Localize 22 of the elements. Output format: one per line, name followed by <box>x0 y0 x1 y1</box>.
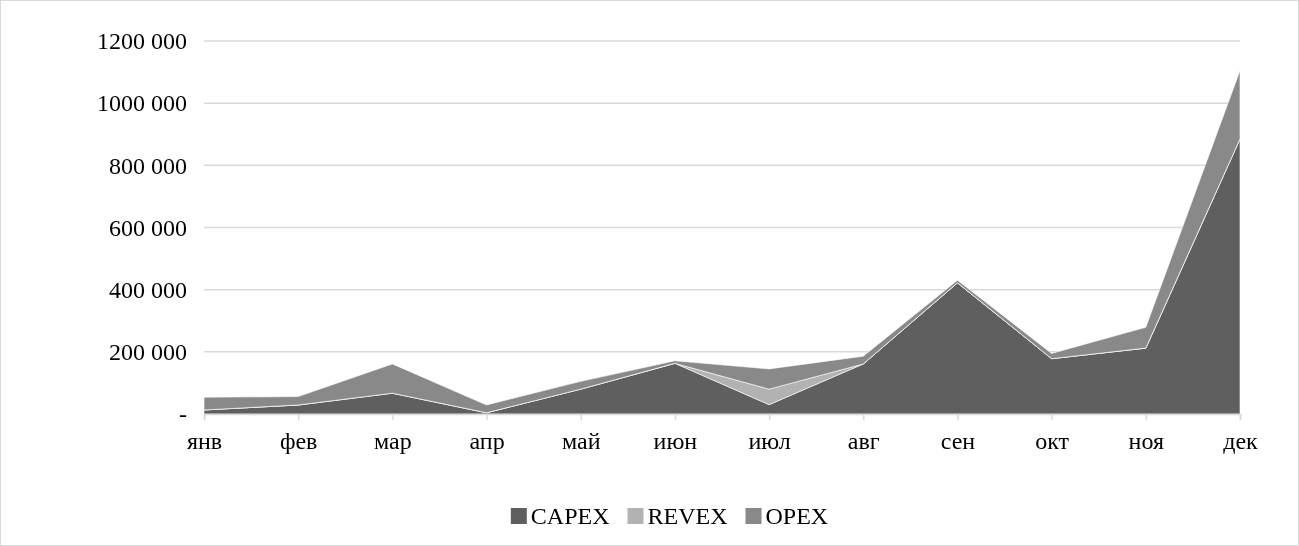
x-tick-label: янв <box>186 428 223 455</box>
x-tick-label: апр <box>469 428 505 455</box>
legend-label: CAPEX <box>530 503 610 529</box>
x-tick-label: авг <box>847 428 880 455</box>
x-tick-label: фев <box>279 428 318 455</box>
legend-label: OPEX <box>765 503 829 529</box>
x-tick-label: июн <box>653 428 698 455</box>
y-tick-label: 1200 000 <box>97 28 187 55</box>
x-tick-label: дек <box>1223 428 1259 455</box>
y-tick-label: - <box>179 401 187 428</box>
y-tick-label: 800 000 <box>109 152 187 179</box>
x-tick-label: ноя <box>1128 428 1165 455</box>
x-tick-label: июл <box>748 428 791 455</box>
y-tick-label: 400 000 <box>109 276 187 303</box>
y-tick-label: 200 000 <box>109 339 187 366</box>
legend-label: REVEX <box>647 503 728 529</box>
x-tick-label: мар <box>374 428 412 455</box>
x-tick-label: окт <box>1035 428 1070 455</box>
x-tick-label: май <box>561 428 601 455</box>
y-tick-label: 1000 000 <box>97 90 187 117</box>
x-tick-label: сен <box>940 428 976 455</box>
y-tick-label: 600 000 <box>109 214 187 241</box>
